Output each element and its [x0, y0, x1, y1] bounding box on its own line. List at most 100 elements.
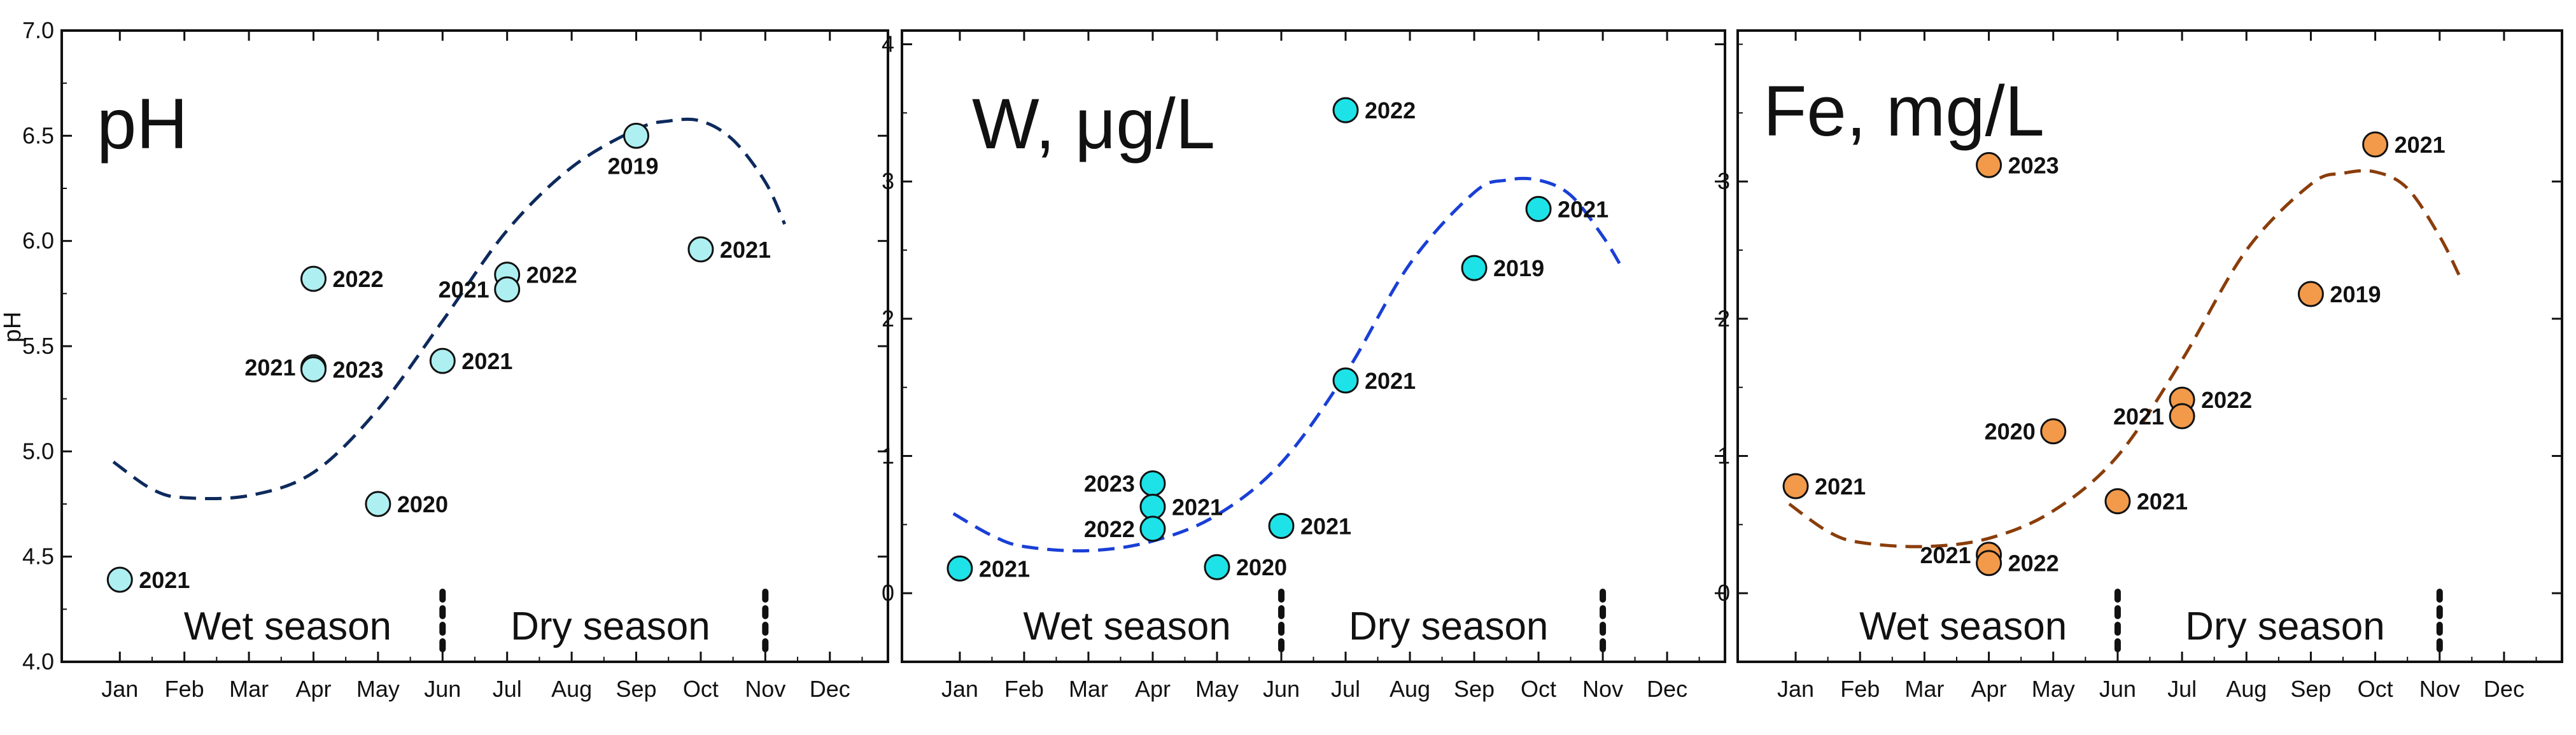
- trend-line: [1788, 169, 2461, 549]
- wet-season-label: Wet season: [184, 605, 391, 648]
- data-point-label: 2022: [526, 262, 577, 288]
- data-point-label: 2022: [2201, 387, 2252, 413]
- x-tick-label: Feb: [1004, 676, 1044, 702]
- data-point: [623, 122, 650, 149]
- data-point-label: 2019: [2330, 281, 2381, 307]
- y-tick-label: 2: [882, 305, 894, 332]
- x-tick-label: Jul: [493, 676, 522, 702]
- data-point-label: 2021: [720, 237, 771, 263]
- data-point-label: 2022: [1365, 97, 1416, 123]
- data-point-label: 2021: [1300, 514, 1351, 540]
- x-tick-label: Aug: [1390, 676, 1430, 702]
- data-point: [1976, 151, 2002, 178]
- x-tick-label: Jun: [2099, 676, 2136, 702]
- data-point: [494, 276, 521, 303]
- data-point: [2169, 403, 2195, 430]
- data-point: [2104, 488, 2131, 515]
- data-point: [1976, 550, 2002, 577]
- y-tick-label: 3: [1717, 168, 1730, 194]
- panel-title: W, μg/L: [972, 84, 1215, 164]
- y-tick-label: 6.5: [22, 122, 54, 148]
- data-point: [300, 356, 327, 382]
- y-tick-label: 0: [882, 580, 894, 606]
- x-tick-label: Jan: [941, 676, 978, 702]
- x-tick-label: Nov: [1582, 676, 1623, 702]
- x-tick-label: Jan: [101, 676, 138, 702]
- y-tick-label: 4: [882, 31, 894, 57]
- wet-season-label: Wet season: [1023, 605, 1230, 648]
- x-tick-label: Jun: [424, 676, 461, 702]
- data-point: [2040, 418, 2067, 445]
- x-tick-label: Sep: [2290, 676, 2331, 702]
- data-point-label: 2021: [244, 354, 295, 381]
- y-tick-label: 7.0: [22, 17, 54, 43]
- dry-season-label: Dry season: [1349, 605, 1549, 648]
- trend-line: [952, 176, 1624, 553]
- data-point-label: 2021: [461, 348, 512, 374]
- x-tick-label: Feb: [165, 676, 204, 702]
- x-tick-label: Aug: [551, 676, 592, 702]
- x-tick-label: May: [356, 676, 400, 702]
- x-tick-label: Apr: [1971, 676, 2007, 702]
- wet-season-label: Wet season: [1859, 605, 2067, 648]
- data-point: [1782, 473, 1809, 500]
- x-tick-label: Nov: [2419, 676, 2460, 702]
- data-point: [1139, 515, 1166, 542]
- data-point: [1461, 255, 1488, 281]
- x-tick-label: Oct: [2358, 676, 2393, 702]
- x-tick-label: Dec: [810, 676, 850, 702]
- x-tick-label: Oct: [683, 676, 719, 702]
- data-point: [687, 236, 714, 263]
- y-tick-label: 2: [1717, 305, 1730, 332]
- data-point-label: 2021: [979, 556, 1030, 582]
- data-point: [1332, 97, 1359, 123]
- x-tick-label: May: [1195, 676, 1239, 702]
- data-point: [947, 555, 973, 582]
- data-point-label: 2021: [1172, 494, 1223, 520]
- panel-ph: Jan Feb Mar Apr May Jun Jul Aug Sep Oct Nov Dec 4.0 4…: [0, 17, 889, 702]
- x-tick-label: Jun: [1263, 676, 1300, 702]
- x-tick-label: Mar: [229, 676, 269, 702]
- y-tick-label: 5.5: [22, 333, 54, 359]
- x-tick-label: Apr: [295, 676, 331, 702]
- y-tick-label: 5.0: [22, 438, 54, 464]
- data-point-label: 2021: [2395, 132, 2446, 158]
- data-point-label: 2021: [2113, 403, 2164, 430]
- data-point: [1268, 513, 1295, 540]
- data-point-label: 2022: [332, 266, 383, 292]
- panel-fe: Jan Feb Mar Apr May Jun Jul Aug Sep Oct Nov Dec 0 1 2 3…: [1717, 29, 2563, 702]
- x-tick-label: Dec: [2484, 676, 2524, 702]
- data-point-label: 2021: [1558, 196, 1608, 222]
- data-point-label: 2020: [1236, 554, 1287, 580]
- x-tick-label: Mar: [1069, 676, 1108, 702]
- data-point-label: 2022: [2008, 550, 2059, 577]
- panel-title: Fe, mg/L: [1763, 71, 2045, 151]
- y-axis-label: pH: [0, 312, 26, 343]
- x-tick-label: Feb: [1840, 676, 1880, 702]
- data-point: [2297, 281, 2324, 307]
- x-tick-label: Nov: [745, 676, 785, 702]
- data-point: [106, 566, 133, 593]
- data-point: [1525, 195, 1552, 222]
- data-point-label: 2021: [1920, 542, 1971, 568]
- x-tick-label: Mar: [1904, 676, 1944, 702]
- data-point: [1332, 367, 1359, 394]
- data-point: [1139, 493, 1166, 520]
- data-point-label: 2021: [1365, 368, 1416, 394]
- data-point-label: 2023: [332, 356, 383, 382]
- x-tick-label: Oct: [1521, 676, 1556, 702]
- y-tick-label: 1: [882, 443, 894, 469]
- y-tick-label: 3: [882, 168, 894, 194]
- data-point-label: 2023: [1084, 471, 1135, 497]
- data-point-label: 2020: [1985, 419, 2036, 445]
- data-point-label: 2023: [2008, 152, 2059, 178]
- data-point-label: 2021: [139, 567, 190, 593]
- dry-season-label: Dry season: [510, 605, 710, 648]
- y-tick-label: 6.0: [22, 228, 54, 254]
- x-tick-label: Jul: [1331, 676, 1360, 702]
- x-tick-label: Jan: [1777, 676, 1814, 702]
- y-tick-label: 0: [1717, 580, 1730, 606]
- data-point-label: 2020: [397, 491, 448, 517]
- data-point: [429, 347, 456, 374]
